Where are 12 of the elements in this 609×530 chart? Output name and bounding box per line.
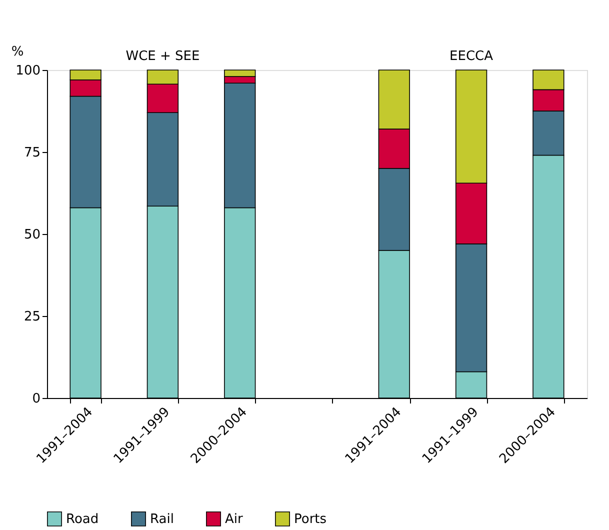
y-tick-label: 0 bbox=[32, 392, 40, 406]
y-tick-label: 25 bbox=[24, 310, 40, 324]
y-tick-label: 50 bbox=[24, 228, 40, 242]
y-axis-title: % bbox=[11, 44, 24, 60]
y-tick-label: 75 bbox=[24, 146, 40, 160]
text: EECCA bbox=[450, 49, 494, 64]
legend-label: Road bbox=[66, 512, 99, 527]
legend-label: Air bbox=[225, 512, 244, 527]
y-tick-label: 100 bbox=[16, 64, 40, 78]
legend-label: Rail bbox=[150, 512, 174, 527]
legend-label: Ports bbox=[294, 512, 327, 527]
text: WCE + SEE bbox=[126, 49, 200, 64]
